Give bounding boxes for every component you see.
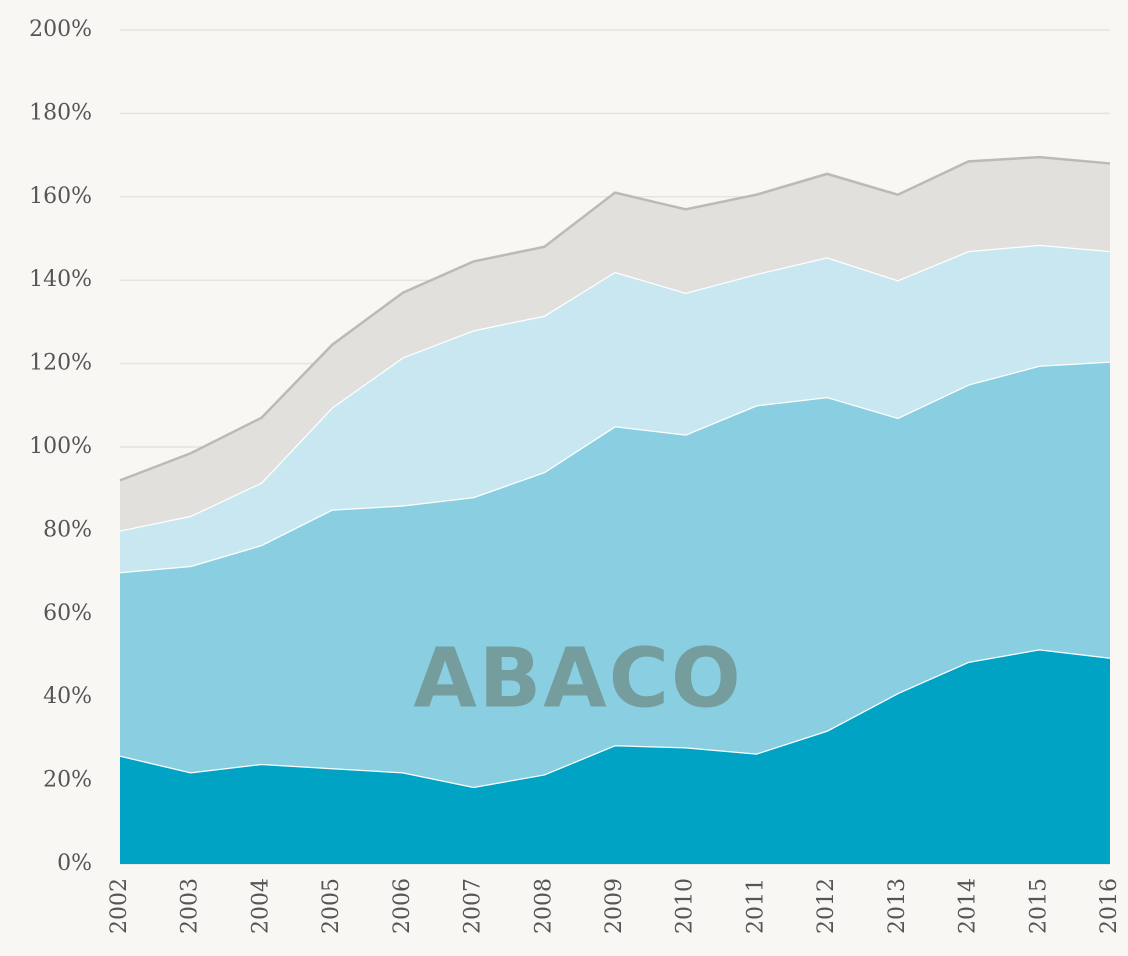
x-tick-label: 2013	[885, 878, 910, 934]
y-tick-label: 180%	[29, 100, 92, 125]
y-tick-label: 140%	[29, 267, 92, 292]
x-tick-label: 2015	[1026, 878, 1051, 934]
y-tick-label: 200%	[29, 17, 92, 42]
y-tick-label: 0%	[57, 851, 92, 876]
y-tick-label: 60%	[43, 601, 92, 626]
x-tick-label: 2006	[390, 878, 415, 934]
y-tick-label: 80%	[43, 517, 92, 542]
y-tick-label: 120%	[29, 351, 92, 376]
area-edge	[119, 155, 1111, 482]
x-tick-label: 2004	[248, 878, 273, 934]
y-tick-label: 160%	[29, 184, 92, 209]
x-tick-label: 2016	[1097, 878, 1122, 934]
area	[120, 649, 1110, 864]
x-tick-label: 2014	[956, 878, 981, 934]
x-tick-label: 2012	[814, 878, 839, 934]
area	[120, 157, 1110, 531]
x-tick-label: 2003	[178, 878, 203, 934]
x-tick-label: 2002	[107, 878, 132, 934]
x-tick-label: 2010	[673, 878, 698, 934]
y-tick-label: 20%	[43, 768, 92, 793]
x-tick-label: 2005	[319, 878, 344, 934]
x-tick-label: 2009	[602, 878, 627, 934]
watermark: ABACO	[413, 631, 742, 726]
y-tick-label: 100%	[29, 434, 92, 459]
y-tick-label: 40%	[43, 684, 92, 709]
area	[120, 244, 1110, 573]
x-tick-label: 2008	[531, 878, 556, 934]
x-tick-label: 2011	[743, 878, 768, 934]
areas	[119, 155, 1111, 864]
x-tick-label: 2007	[461, 878, 486, 934]
area	[120, 361, 1110, 787]
